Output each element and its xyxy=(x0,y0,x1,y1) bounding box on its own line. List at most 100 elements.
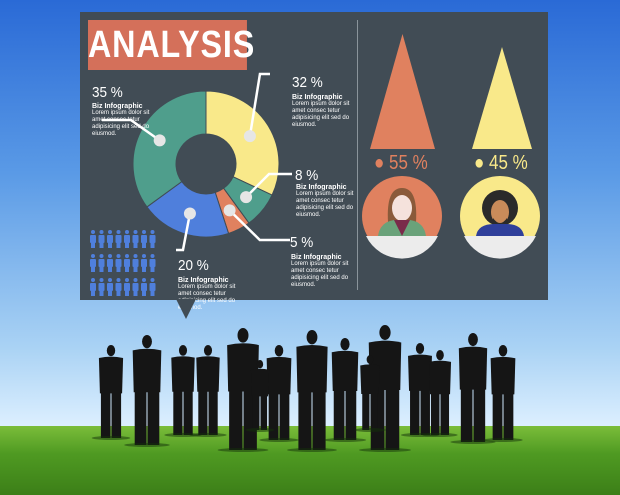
caption-32: Biz Infographic Lorem ipsum dolor sit ame… xyxy=(292,94,350,128)
person-legs xyxy=(142,290,146,296)
person-legs xyxy=(116,290,121,296)
right-leg xyxy=(111,391,122,438)
person-head xyxy=(150,278,155,282)
person-body xyxy=(149,235,156,243)
title-banner: ANALYSIS xyxy=(88,20,254,70)
right-leg xyxy=(345,389,357,440)
head xyxy=(237,328,249,343)
person-silhouette xyxy=(189,345,227,437)
person-icon xyxy=(124,230,130,248)
shadow xyxy=(189,433,227,437)
person-body xyxy=(90,235,96,243)
person-body xyxy=(115,283,122,291)
divider xyxy=(357,20,358,290)
person-legs xyxy=(133,290,138,296)
person-legs xyxy=(125,266,129,272)
person-body xyxy=(98,235,105,243)
person-body xyxy=(149,283,156,291)
left-leg xyxy=(252,395,260,430)
person-silhouette xyxy=(483,345,523,442)
shadow xyxy=(483,438,523,442)
person-body xyxy=(132,235,139,243)
left-leg xyxy=(100,391,111,438)
right-leg xyxy=(385,387,400,450)
torso xyxy=(196,356,220,392)
person-body xyxy=(115,235,122,243)
person-silhouette xyxy=(354,355,386,432)
callout-line xyxy=(248,72,270,137)
person-legs xyxy=(91,290,95,296)
person-legs xyxy=(108,242,112,248)
head xyxy=(498,345,508,357)
person-body xyxy=(141,235,147,243)
donut-chart xyxy=(90,34,540,296)
person-legs xyxy=(150,266,155,272)
left-leg xyxy=(460,387,473,442)
person-icon xyxy=(107,230,113,248)
person-body xyxy=(107,283,113,291)
head xyxy=(366,355,374,364)
head xyxy=(436,350,444,361)
woman-avatar-icon xyxy=(362,176,442,259)
person-body xyxy=(90,283,96,291)
person-legs xyxy=(91,266,95,272)
person-head xyxy=(91,278,95,282)
callout-line xyxy=(176,213,192,252)
person-body xyxy=(98,283,105,291)
person-legs xyxy=(116,242,121,248)
head xyxy=(203,345,213,356)
male-percent: ● 45 % xyxy=(474,152,528,174)
torso xyxy=(296,345,328,393)
person-head xyxy=(116,254,121,258)
person-icon xyxy=(132,278,139,296)
caption-5: Biz Infographic Lorem ipsum dolor sit ame… xyxy=(291,254,349,288)
shadow xyxy=(91,436,131,440)
person-head xyxy=(99,230,104,234)
person-legs xyxy=(150,290,155,296)
person-body xyxy=(107,235,113,243)
shadow xyxy=(359,448,411,452)
torso xyxy=(227,343,259,392)
shadow xyxy=(422,433,458,437)
person-silhouette xyxy=(124,335,170,447)
person-head xyxy=(108,254,112,258)
person-icon xyxy=(132,254,139,272)
right-leg xyxy=(440,392,450,435)
person-legs xyxy=(133,242,138,248)
right-leg xyxy=(183,390,193,435)
person-legs xyxy=(133,266,138,272)
torso xyxy=(98,356,124,394)
person-silhouette xyxy=(323,338,367,442)
shadow xyxy=(323,438,367,442)
left-leg xyxy=(268,392,279,440)
person-icon xyxy=(90,254,96,272)
person-icon xyxy=(90,278,96,296)
person-body xyxy=(132,259,139,267)
torso xyxy=(408,354,432,391)
person-head xyxy=(125,278,129,282)
person-icon xyxy=(115,254,122,272)
person-icon xyxy=(98,230,105,248)
callout-line xyxy=(102,118,161,142)
right-leg xyxy=(370,392,378,430)
left-leg xyxy=(298,390,312,450)
person-icon xyxy=(149,278,156,296)
torso xyxy=(331,350,359,392)
person-body xyxy=(90,259,96,267)
shadow xyxy=(217,448,269,452)
person-icon xyxy=(149,254,156,272)
person-body xyxy=(141,283,147,291)
person-icon xyxy=(141,278,147,296)
female-percent: ● 55 % xyxy=(374,152,428,174)
person-head xyxy=(99,254,104,258)
person-legs xyxy=(142,242,146,248)
right-leg xyxy=(147,390,160,445)
person-body xyxy=(98,259,105,267)
person-head xyxy=(108,278,112,282)
person-head xyxy=(142,230,146,234)
left-leg xyxy=(229,389,243,450)
avatar-desk xyxy=(464,236,536,259)
right-leg xyxy=(473,387,486,442)
person-head xyxy=(116,230,121,234)
